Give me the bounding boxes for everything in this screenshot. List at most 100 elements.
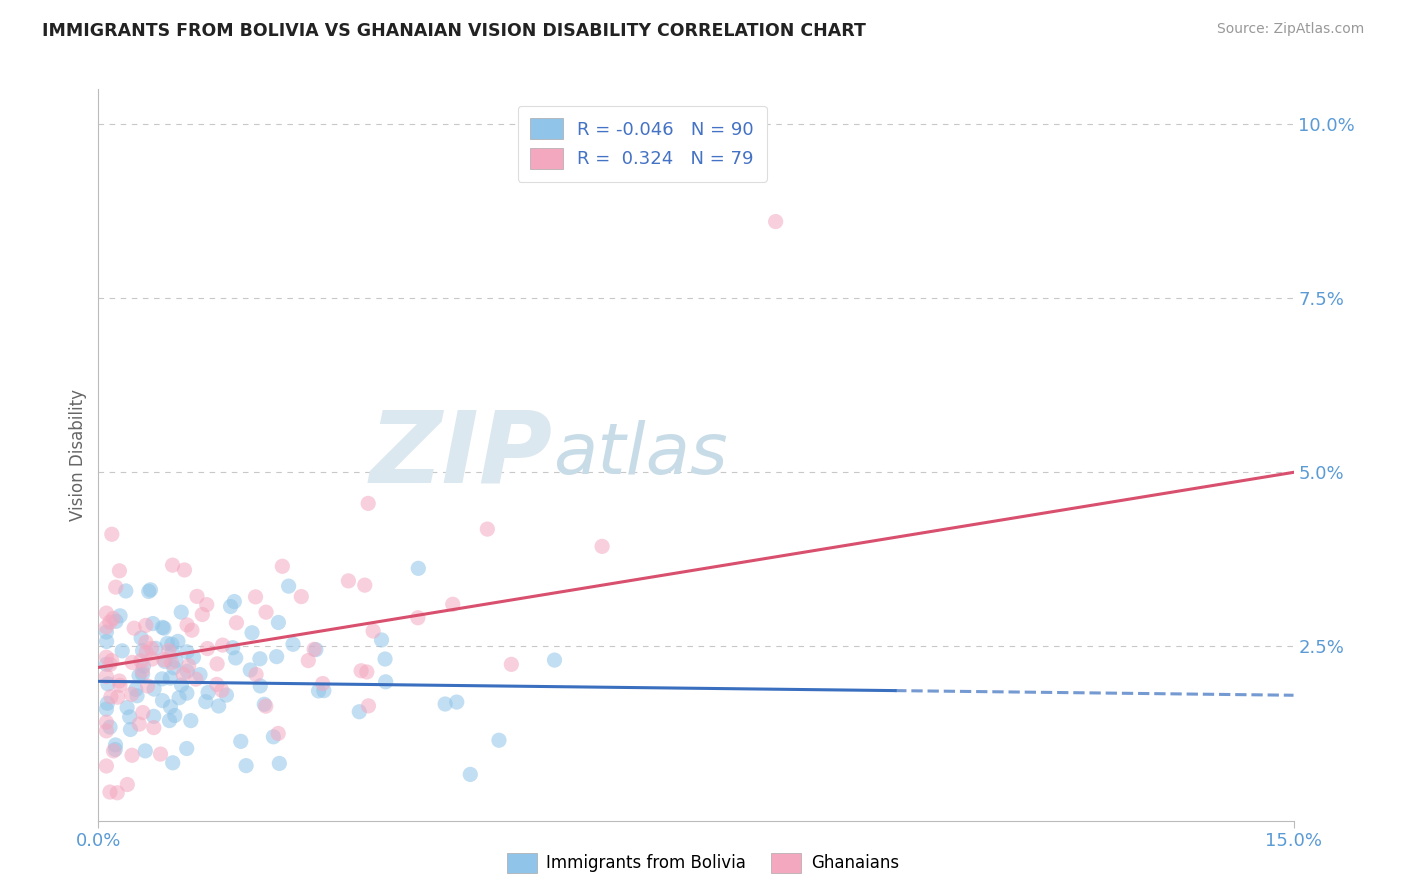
Point <box>170 605 193 619</box>
Point <box>356 665 378 679</box>
Point <box>134 744 156 758</box>
Point <box>96 759 118 773</box>
Point <box>262 730 284 744</box>
Point <box>142 721 165 735</box>
Point <box>108 608 131 623</box>
Point <box>162 756 184 770</box>
Point <box>96 625 118 640</box>
Point <box>132 706 155 720</box>
Point <box>135 635 157 649</box>
Point <box>142 616 165 631</box>
Point <box>290 590 312 604</box>
Point <box>205 677 228 691</box>
Point <box>118 710 141 724</box>
Point <box>159 714 181 728</box>
Point <box>219 599 242 614</box>
Point <box>129 631 152 645</box>
Point <box>183 650 205 665</box>
Point <box>115 700 138 714</box>
Point <box>160 645 183 659</box>
Point <box>98 657 121 672</box>
Legend: Immigrants from Bolivia, Ghanaians: Immigrants from Bolivia, Ghanaians <box>501 847 905 880</box>
Point <box>101 611 124 625</box>
Point <box>501 657 523 672</box>
Point <box>765 214 787 228</box>
Point <box>305 642 328 657</box>
Text: Source: ZipAtlas.com: Source: ZipAtlas.com <box>1216 22 1364 37</box>
Point <box>114 584 136 599</box>
Point <box>271 559 294 574</box>
Point <box>370 632 392 647</box>
Point <box>104 738 127 752</box>
Point <box>191 607 214 622</box>
Point <box>543 653 565 667</box>
Point <box>117 778 139 792</box>
Point <box>211 683 233 698</box>
Point <box>96 715 118 730</box>
Point <box>111 644 134 658</box>
Point <box>215 688 238 702</box>
Point <box>138 584 160 599</box>
Point <box>224 594 246 608</box>
Point <box>131 644 153 658</box>
Point <box>180 714 202 728</box>
Point <box>176 645 198 659</box>
Point <box>96 620 118 634</box>
Point <box>160 637 183 651</box>
Point <box>312 676 335 690</box>
Text: ZIP: ZIP <box>370 407 553 503</box>
Point <box>267 726 290 740</box>
Point <box>591 540 613 554</box>
Point <box>136 679 159 693</box>
Point <box>96 606 118 620</box>
Y-axis label: Vision Disability: Vision Disability <box>69 389 87 521</box>
Point <box>153 654 176 668</box>
Point <box>139 582 162 597</box>
Point <box>188 667 211 681</box>
Point <box>150 672 173 686</box>
Point <box>159 699 181 714</box>
Point <box>122 621 145 635</box>
Point <box>337 574 360 588</box>
Point <box>173 563 195 577</box>
Point <box>96 702 118 716</box>
Point <box>128 717 150 731</box>
Point <box>176 664 198 678</box>
Point <box>441 597 464 611</box>
Point <box>108 673 131 688</box>
Point <box>374 674 396 689</box>
Point <box>170 678 193 692</box>
Point <box>245 590 267 604</box>
Point <box>229 734 252 748</box>
Point <box>152 620 174 634</box>
Point <box>96 657 118 672</box>
Point <box>163 708 186 723</box>
Point <box>225 651 247 665</box>
Point <box>107 690 129 705</box>
Point <box>434 697 457 711</box>
Point <box>208 698 231 713</box>
Point <box>152 653 174 667</box>
Point <box>197 641 219 656</box>
Point <box>97 677 120 691</box>
Point <box>128 668 150 682</box>
Point <box>240 625 263 640</box>
Point <box>152 693 174 707</box>
Point <box>141 652 163 666</box>
Point <box>167 634 190 648</box>
Point <box>253 698 276 712</box>
Point <box>96 634 118 648</box>
Point <box>176 618 198 632</box>
Point <box>105 615 128 629</box>
Point <box>197 685 219 699</box>
Point <box>141 641 163 656</box>
Point <box>135 645 157 659</box>
Point <box>143 682 166 697</box>
Point <box>277 579 299 593</box>
Point <box>245 667 267 681</box>
Point <box>180 623 202 637</box>
Point <box>98 720 121 734</box>
Point <box>211 638 233 652</box>
Point <box>105 786 128 800</box>
Point <box>121 687 143 701</box>
